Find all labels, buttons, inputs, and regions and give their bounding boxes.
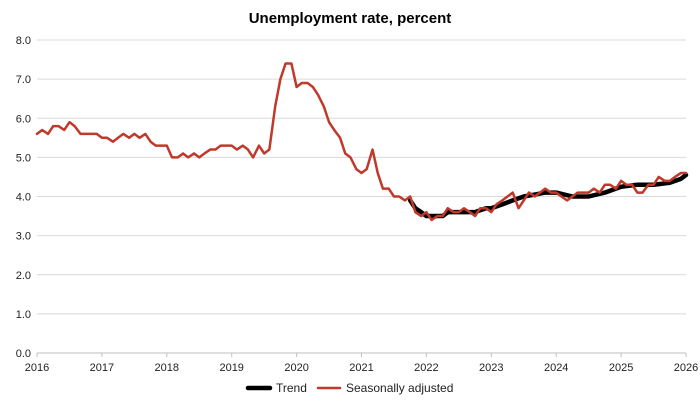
x-tick-label: 2018 [155,362,179,374]
y-tick-label: 4.0 [16,192,31,204]
series-line-seasonally-adjusted [35,62,688,222]
y-tick-label: 5.0 [16,152,31,164]
x-tick-label: 2016 [25,362,49,374]
y-tick-label: 7.0 [16,74,31,86]
x-tick-label: 2022 [414,362,438,374]
gridlines [37,39,686,315]
legend: Trend Seasonally adjusted [245,381,453,395]
x-tick-label: 2017 [90,362,114,374]
y-tick-label: 1.0 [16,309,31,321]
series-lines [35,62,689,222]
x-tick-label: 2026 [674,362,698,374]
x-tick-label: 2025 [609,362,633,374]
x-tick-label: 2023 [479,362,503,374]
legend-label: Seasonally adjusted [346,381,453,395]
chart-title: Unemployment rate, percent [249,10,452,27]
x-tick-label: 2019 [219,362,243,374]
x-tick-label: 2021 [349,362,373,374]
y-tick-label: 8.0 [16,35,31,47]
y-axis-ticks: 0.0 1.0 2.0 3.0 4.0 5.0 6.0 7.0 8.0 [16,35,31,360]
y-tick-label: 6.0 [16,113,31,125]
y-tick-label: 2.0 [16,270,31,282]
x-axis-ticks: 2016 2017 2018 2019 2020 2021 2022 2023 2024 2025… [25,353,698,374]
y-tick-label: 0.0 [16,348,31,360]
y-tick-label: 3.0 [16,231,31,243]
x-tick-label: 2020 [284,362,308,374]
x-tick-label: 2024 [544,362,568,374]
legend-label: Trend [276,381,307,395]
